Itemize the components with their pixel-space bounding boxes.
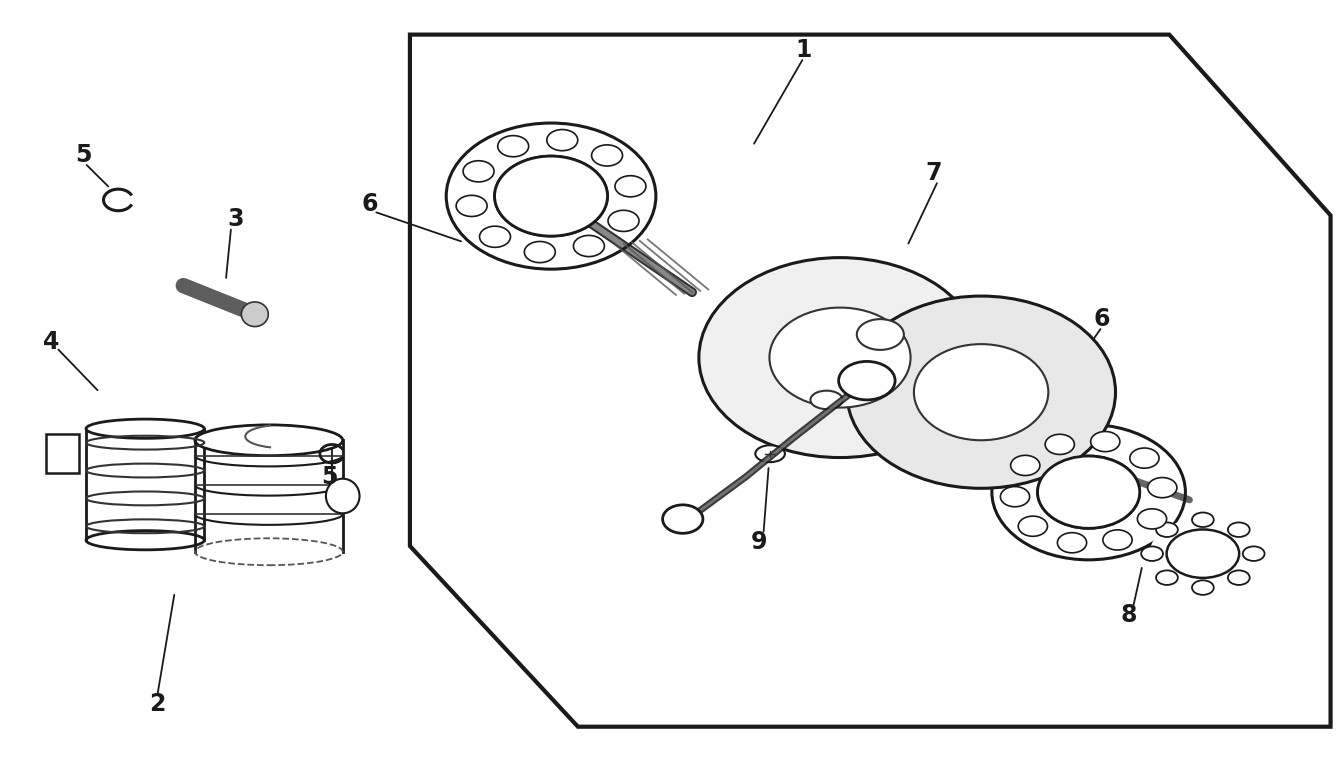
Text: 8: 8 bbox=[1121, 603, 1137, 628]
Ellipse shape bbox=[446, 123, 656, 269]
Ellipse shape bbox=[1156, 571, 1177, 585]
Ellipse shape bbox=[914, 345, 1048, 440]
Ellipse shape bbox=[847, 296, 1116, 488]
Text: 7: 7 bbox=[926, 161, 942, 185]
Ellipse shape bbox=[464, 161, 495, 182]
Ellipse shape bbox=[1137, 509, 1167, 529]
Ellipse shape bbox=[1019, 516, 1047, 536]
Polygon shape bbox=[410, 35, 1331, 727]
Ellipse shape bbox=[591, 145, 622, 166]
Ellipse shape bbox=[1156, 522, 1177, 537]
Ellipse shape bbox=[547, 129, 578, 151]
Ellipse shape bbox=[1000, 487, 1030, 507]
Ellipse shape bbox=[992, 424, 1185, 560]
Ellipse shape bbox=[1167, 529, 1239, 578]
Ellipse shape bbox=[1149, 518, 1257, 589]
Ellipse shape bbox=[1228, 571, 1250, 585]
Text: 4: 4 bbox=[43, 330, 59, 355]
Ellipse shape bbox=[86, 531, 204, 550]
Ellipse shape bbox=[1090, 431, 1120, 451]
Circle shape bbox=[755, 445, 785, 462]
Ellipse shape bbox=[1011, 455, 1040, 475]
Ellipse shape bbox=[857, 319, 903, 350]
Ellipse shape bbox=[1192, 581, 1214, 595]
Ellipse shape bbox=[1038, 456, 1140, 528]
Text: 5: 5 bbox=[75, 143, 91, 168]
Ellipse shape bbox=[242, 302, 269, 327]
Ellipse shape bbox=[86, 419, 204, 438]
Ellipse shape bbox=[1130, 448, 1159, 468]
Ellipse shape bbox=[769, 308, 910, 408]
Ellipse shape bbox=[524, 241, 555, 263]
Ellipse shape bbox=[195, 424, 343, 455]
Text: 1: 1 bbox=[796, 38, 812, 62]
Ellipse shape bbox=[663, 504, 703, 534]
Ellipse shape bbox=[495, 156, 607, 236]
Ellipse shape bbox=[495, 156, 607, 236]
Text: 9: 9 bbox=[751, 530, 767, 554]
Ellipse shape bbox=[1046, 434, 1074, 454]
Ellipse shape bbox=[574, 235, 605, 257]
Text: 5: 5 bbox=[321, 464, 337, 489]
Ellipse shape bbox=[839, 361, 895, 400]
Text: 3: 3 bbox=[227, 207, 243, 231]
Ellipse shape bbox=[1148, 478, 1177, 498]
Ellipse shape bbox=[497, 135, 528, 157]
Ellipse shape bbox=[1038, 456, 1140, 528]
Circle shape bbox=[810, 391, 843, 409]
Ellipse shape bbox=[325, 478, 360, 514]
Ellipse shape bbox=[1243, 547, 1265, 561]
Ellipse shape bbox=[616, 175, 646, 197]
Ellipse shape bbox=[1103, 530, 1132, 550]
Text: 6: 6 bbox=[1094, 307, 1110, 331]
Ellipse shape bbox=[480, 226, 511, 248]
Text: 2: 2 bbox=[149, 691, 165, 716]
Ellipse shape bbox=[699, 258, 981, 458]
Ellipse shape bbox=[456, 195, 487, 217]
Ellipse shape bbox=[1058, 533, 1087, 553]
Ellipse shape bbox=[1192, 512, 1214, 527]
Polygon shape bbox=[46, 434, 79, 473]
Ellipse shape bbox=[607, 210, 638, 231]
Ellipse shape bbox=[1228, 522, 1250, 537]
Text: 6: 6 bbox=[362, 191, 378, 216]
Ellipse shape bbox=[1141, 547, 1163, 561]
